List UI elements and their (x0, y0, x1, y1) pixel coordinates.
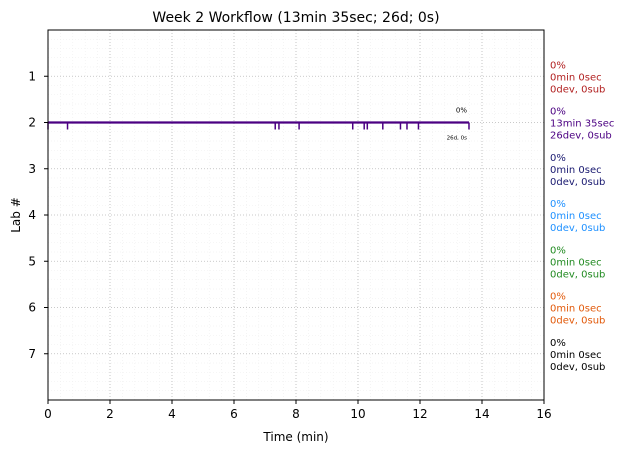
right-label-time: 0min 0sec (550, 72, 602, 83)
minor-grid (47, 29, 545, 401)
right-label-counts: 0dev, 0sub (550, 177, 605, 188)
right-label-time: 13min 35sec (550, 119, 614, 130)
y-tick-label: 5 (28, 254, 36, 268)
y-tick-label: 6 (28, 301, 36, 315)
y-axis: 1 2 3 4 5 6 7 (28, 69, 48, 361)
x-axis: 0 2 4 6 8 10 12 14 16 (44, 400, 552, 421)
major-grid (47, 30, 545, 400)
right-label-pct: 0% (550, 338, 566, 349)
right-label-counts: 0dev, 0sub (550, 362, 605, 373)
x-tick-label: 16 (536, 407, 551, 421)
right-label-pct: 0% (550, 153, 566, 164)
right-label-time: 0min 0sec (550, 350, 602, 361)
y-tick-label: 7 (28, 347, 36, 361)
right-label-time: 0min 0sec (550, 304, 602, 315)
right-label-counts: 0dev, 0sub (550, 84, 605, 95)
right-label-pct: 0% (550, 245, 566, 256)
x-tick-label: 2 (106, 407, 114, 421)
plot-frame (47, 29, 545, 401)
y-axis-label: Lab # (9, 197, 23, 233)
x-axis-label: Time (min) (262, 430, 328, 444)
right-label-counts: 0dev, 0sub (550, 223, 605, 234)
y-tick-label: 1 (28, 69, 36, 83)
x-tick-label: 10 (350, 407, 365, 421)
right-label-pct: 0% (550, 60, 566, 71)
series-end-pct-label: 0% (456, 107, 467, 115)
right-label-time: 0min 0sec (550, 165, 602, 176)
x-tick-label: 12 (412, 407, 427, 421)
right-label-counts: 0dev, 0sub (550, 316, 605, 327)
x-tick-label: 8 (292, 407, 300, 421)
right-label-counts: 0dev, 0sub (550, 269, 605, 280)
y-tick-label: 2 (28, 116, 36, 130)
right-label-time: 0min 0sec (550, 211, 602, 222)
y-tick-label: 3 (28, 162, 36, 176)
x-tick-label: 4 (168, 407, 176, 421)
series-layer: 0% 26d, 0s (47, 107, 470, 142)
x-tick-label: 0 (44, 407, 52, 421)
right-label-counts: 26dev, 0sub (550, 131, 612, 142)
right-label-pct: 0% (550, 292, 566, 303)
x-tick-label: 14 (474, 407, 489, 421)
right-label-pct: 0% (550, 107, 566, 118)
right-label-time: 0min 0sec (550, 257, 602, 268)
right-label-pct: 0% (550, 199, 566, 210)
x-tick-label: 6 (230, 407, 238, 421)
chart-title: Week 2 Workflow (13min 35sec; 26d; 0s) (152, 10, 439, 26)
series-end-count-label: 26d, 0s (447, 136, 467, 142)
y-tick-label: 4 (28, 208, 36, 222)
